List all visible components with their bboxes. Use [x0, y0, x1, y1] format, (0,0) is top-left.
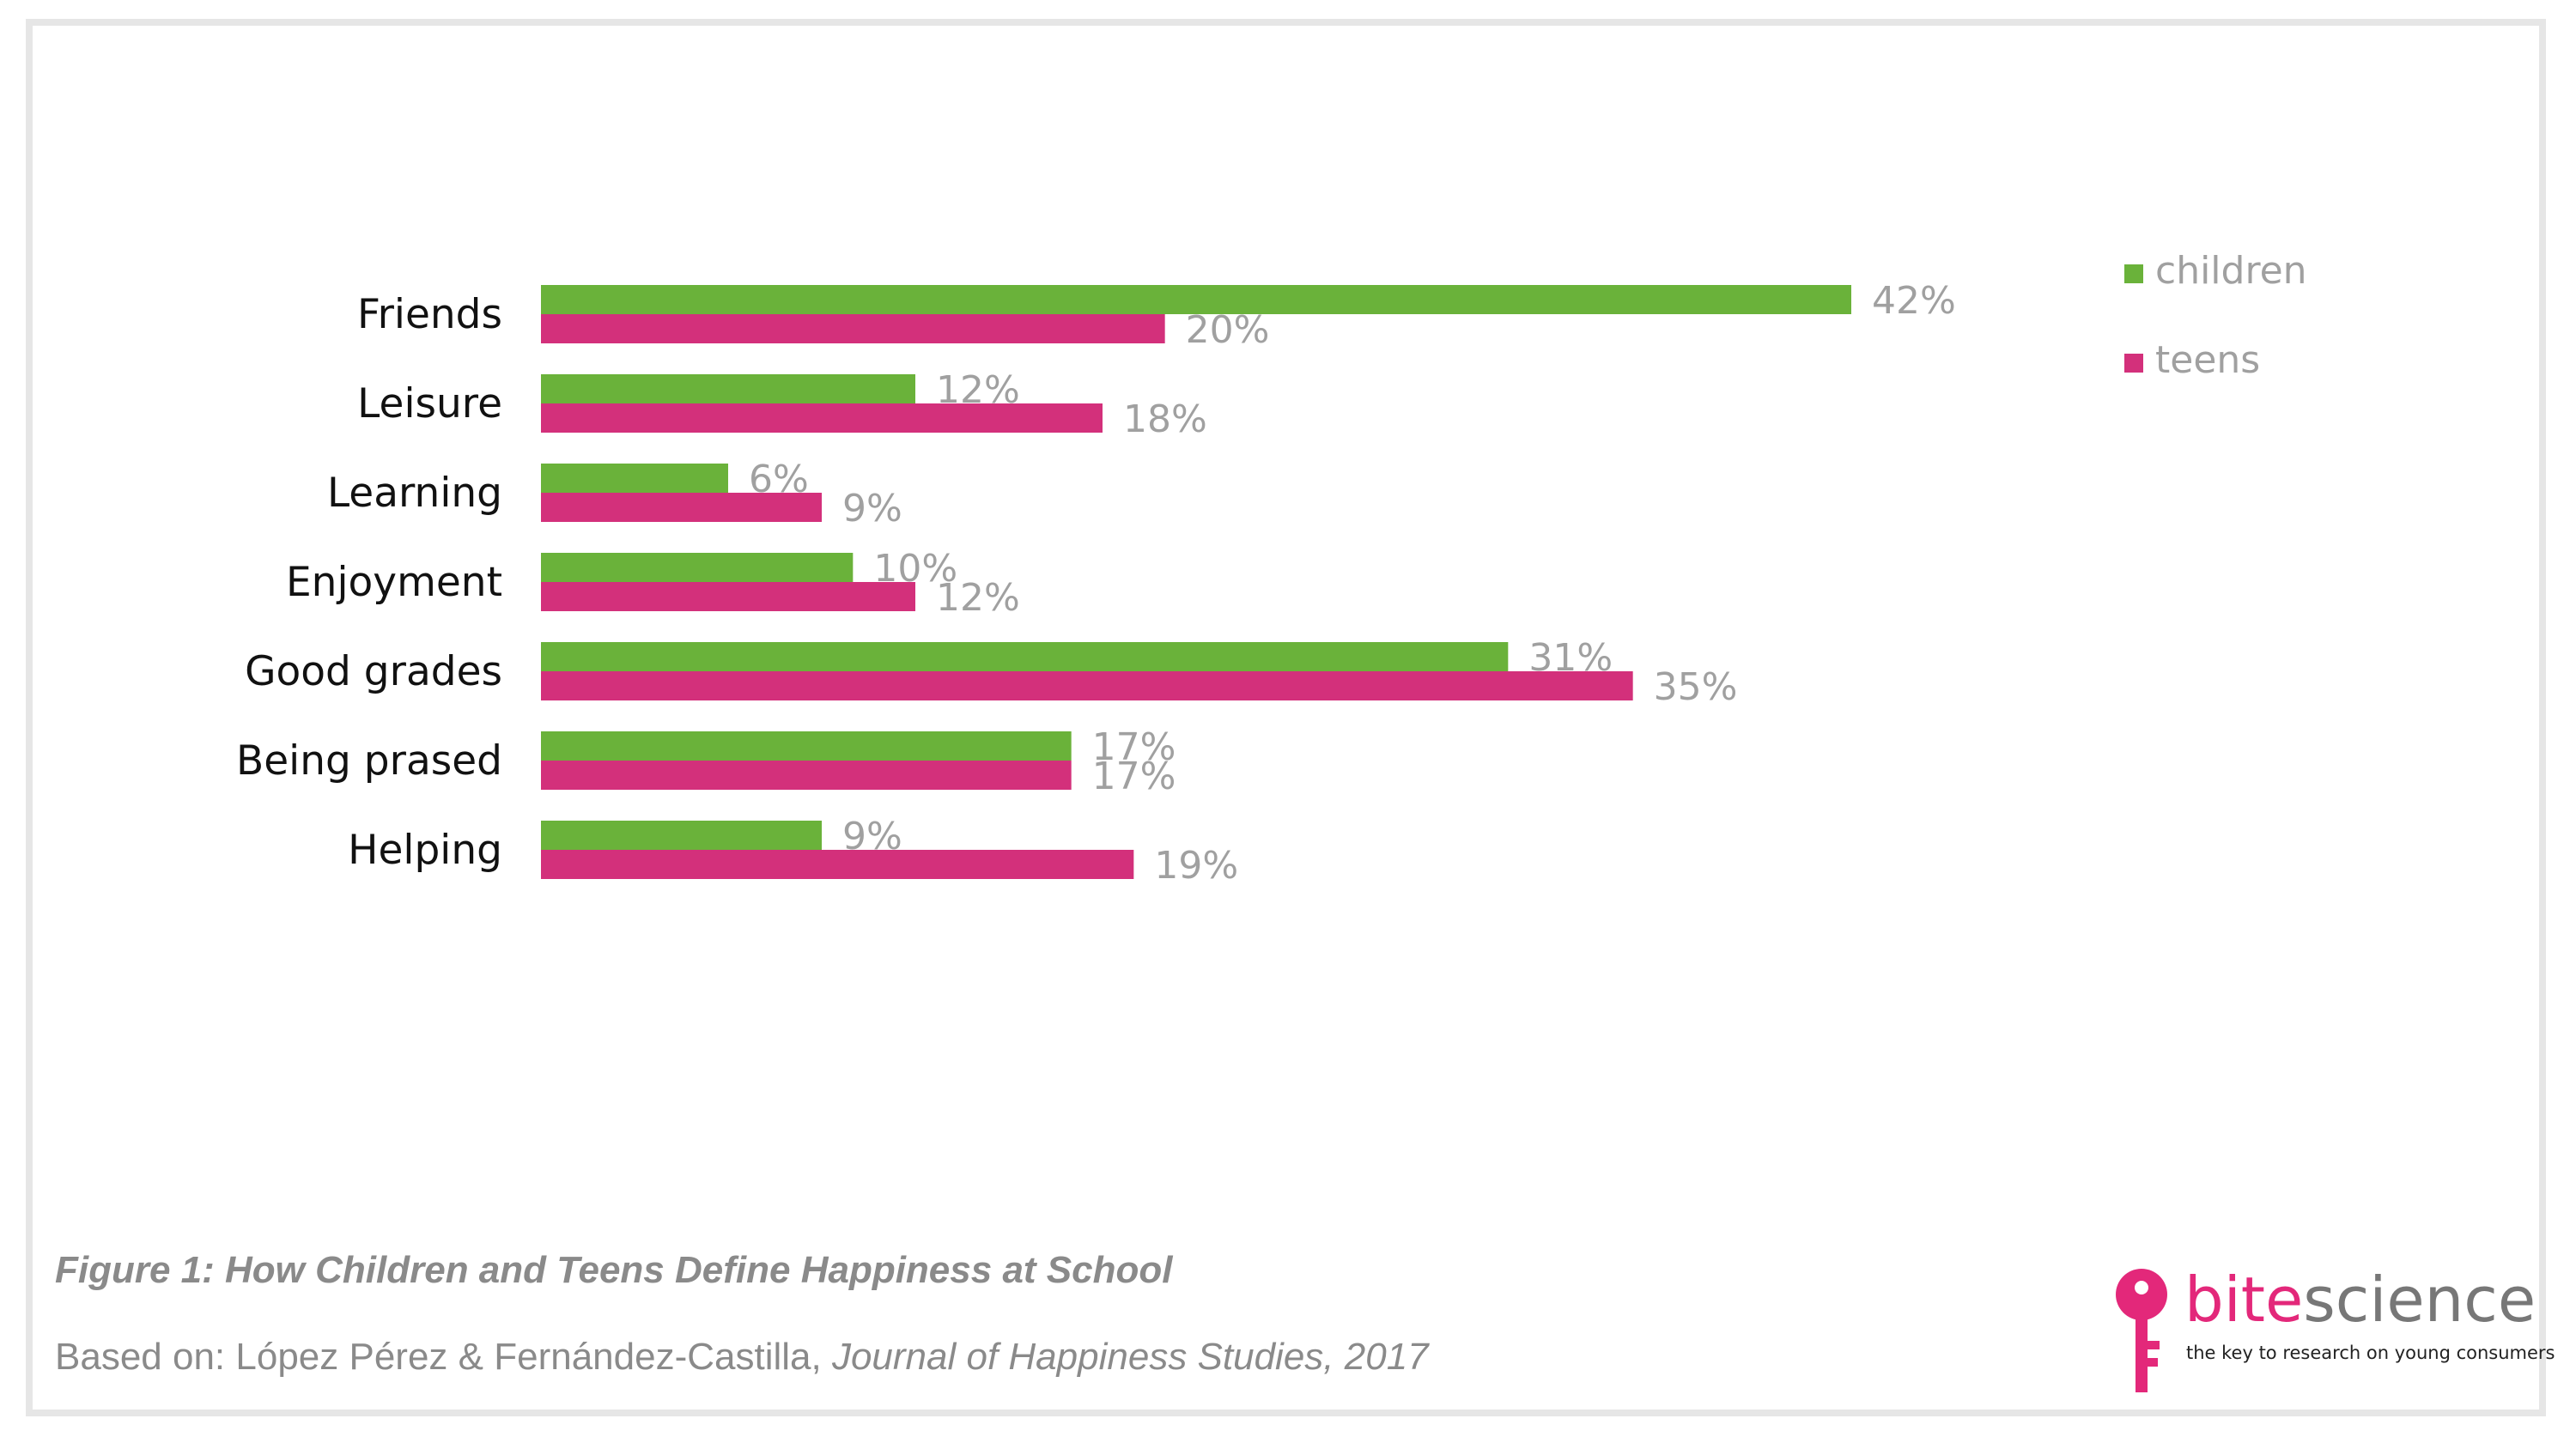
data-label-teens-enjoyment: 12%: [936, 576, 1020, 620]
bar-teens-friends: [541, 314, 1165, 343]
bar-children-good-grades: [541, 642, 1509, 671]
legend-label-children: children: [2155, 249, 2307, 293]
legend-label-teens: teens: [2155, 338, 2260, 382]
figure-caption-source: Based on: López Pérez & Fernández-Castil…: [55, 1336, 1429, 1379]
bar-children-helping: [541, 821, 822, 850]
bar-teens-leisure: [541, 403, 1103, 433]
data-label-teens-good-grades: 35%: [1654, 665, 1738, 709]
category-label-helping: Helping: [348, 827, 502, 874]
bar-children-leisure: [541, 374, 915, 403]
bar-teens-enjoyment: [541, 582, 915, 611]
legend-swatch-teens: [2124, 354, 2143, 373]
category-label-friends: Friends: [357, 291, 502, 338]
logo-tagline: the key to research on young consumers: [2186, 1343, 2555, 1363]
bar-children-enjoyment: [541, 553, 854, 582]
category-label-enjoyment: Enjoyment: [286, 559, 502, 606]
bar-teens-learning: [541, 493, 822, 522]
category-label-good-grades: Good grades: [245, 648, 502, 695]
bitescience-logo: bitescience the key to research on young…: [2112, 1262, 2555, 1399]
logo-wordmark: bitescience: [2184, 1264, 2537, 1336]
data-label-children-friends: 42%: [1872, 279, 1956, 323]
category-label-learning: Learning: [327, 470, 502, 517]
bar-teens-being-prased: [541, 761, 1072, 790]
bar-children-friends: [541, 285, 1851, 314]
figure-caption-title: Figure 1: How Children and Teens Define …: [55, 1249, 1173, 1291]
data-label-teens-learning: 9%: [842, 487, 902, 530]
figure-frame: [26, 19, 2546, 1416]
legend-swatch-children: [2124, 264, 2143, 283]
source-journal: Journal of Happiness Studies, 2017: [831, 1336, 1429, 1378]
bar-children-learning: [541, 464, 728, 493]
bar-children-being-prased: [541, 731, 1072, 761]
category-label-leisure: Leisure: [357, 380, 502, 427]
data-label-teens-being-prased: 17%: [1092, 755, 1176, 798]
data-label-children-being-prased: 17%: [1092, 725, 1176, 769]
bar-teens-helping: [541, 850, 1134, 879]
bar-teens-good-grades: [541, 671, 1633, 700]
source-authors: Based on: López Pérez & Fernández-Castil…: [55, 1336, 832, 1378]
data-label-teens-leisure: 18%: [1123, 397, 1207, 441]
category-label-being-prased: Being prased: [236, 737, 502, 785]
data-label-teens-helping: 19%: [1154, 844, 1238, 888]
data-label-teens-friends: 20%: [1186, 308, 1270, 352]
key-icon: [2116, 1269, 2167, 1392]
